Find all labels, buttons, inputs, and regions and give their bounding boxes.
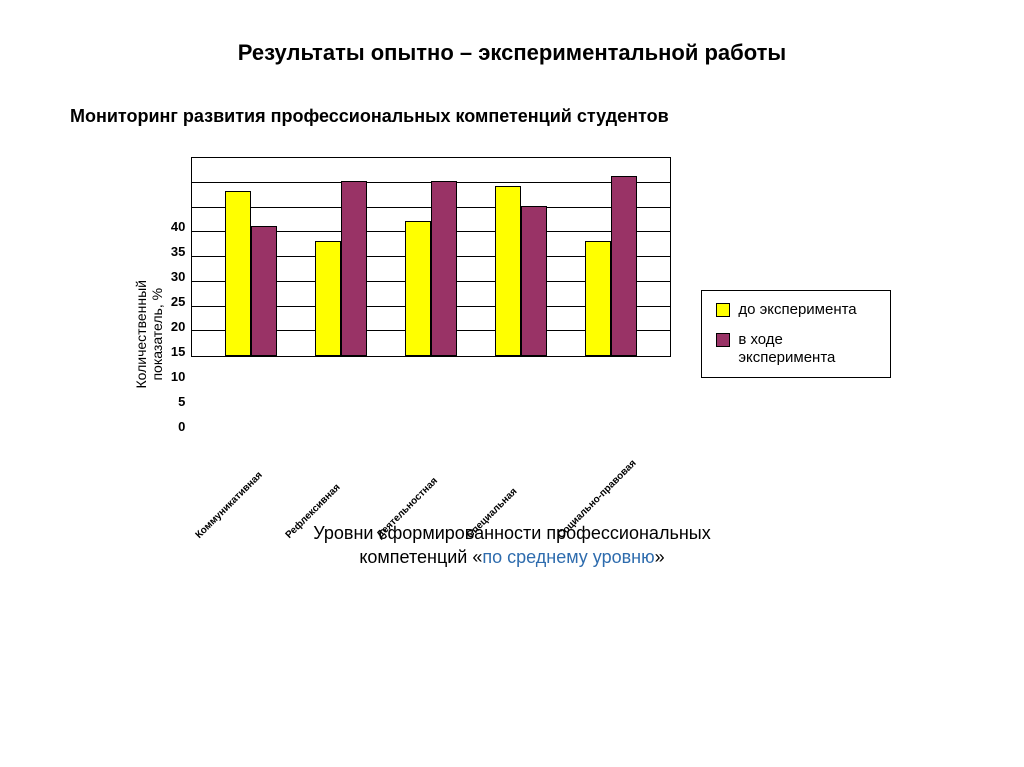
bar <box>225 191 251 356</box>
bar <box>341 181 367 356</box>
chart-caption: Уровни сформированности профессиональных… <box>313 521 710 570</box>
caption-line2-suffix: » <box>655 547 665 567</box>
caption-line1: Уровни сформированности профессиональных <box>313 523 710 543</box>
bar <box>521 206 547 356</box>
bar-group <box>306 181 376 356</box>
caption-accent-text: по среднему уровню <box>482 547 654 567</box>
plot-area <box>191 157 671 357</box>
bar <box>431 181 457 356</box>
y-axis-ticks: 0510152025303540 <box>171 227 191 427</box>
bar <box>315 241 341 356</box>
x-label-wrap: Коммуникативная <box>216 361 286 511</box>
y-axis-label: Количественный показатель, % <box>133 280 165 389</box>
chart-container: Количественный показатель, % 05101520253… <box>40 157 984 511</box>
legend-swatch <box>716 303 730 317</box>
x-axis-label: Коммуникативная <box>194 427 308 541</box>
page: Результаты опытно – экспериментальной ра… <box>0 0 1024 767</box>
x-label-wrap: Деятельностная <box>396 361 466 511</box>
x-label-wrap: Социально-правовая <box>577 361 647 511</box>
bar <box>405 221 431 356</box>
y-axis-label-line1: Количественный <box>133 280 149 389</box>
legend-row: в ходеэксперимента <box>716 331 876 366</box>
bar <box>611 176 637 356</box>
caption-line2-prefix: компетенций « <box>359 547 482 567</box>
bar-group <box>576 176 646 356</box>
legend-swatch <box>716 333 730 347</box>
bar-group <box>216 191 286 356</box>
bar-group <box>486 186 556 356</box>
x-label-wrap: Специальная <box>487 361 557 511</box>
legend: до эксперимента в ходеэксперимента <box>701 290 891 377</box>
bar-group <box>396 181 466 356</box>
plot-outer: Коммуникативная Рефлексивная Деятельностна… <box>191 157 671 511</box>
legend-label: до эксперимента <box>738 301 856 319</box>
page-subtitle: Мониторинг развития профессиональных ком… <box>40 106 669 127</box>
bar <box>495 186 521 356</box>
page-title: Результаты опытно – экспериментальной ра… <box>238 40 786 66</box>
x-axis-labels: Коммуникативная Рефлексивная Деятельностна… <box>191 361 671 511</box>
plot-background <box>192 158 670 356</box>
legend-label: в ходеэксперимента <box>738 331 835 366</box>
bars-layer <box>192 158 670 356</box>
legend-row: до эксперимента <box>716 301 876 319</box>
bar <box>251 226 277 356</box>
y-axis-label-line2: показатель, % <box>149 288 165 381</box>
x-label-wrap: Рефлексивная <box>306 361 376 511</box>
bar <box>585 241 611 356</box>
